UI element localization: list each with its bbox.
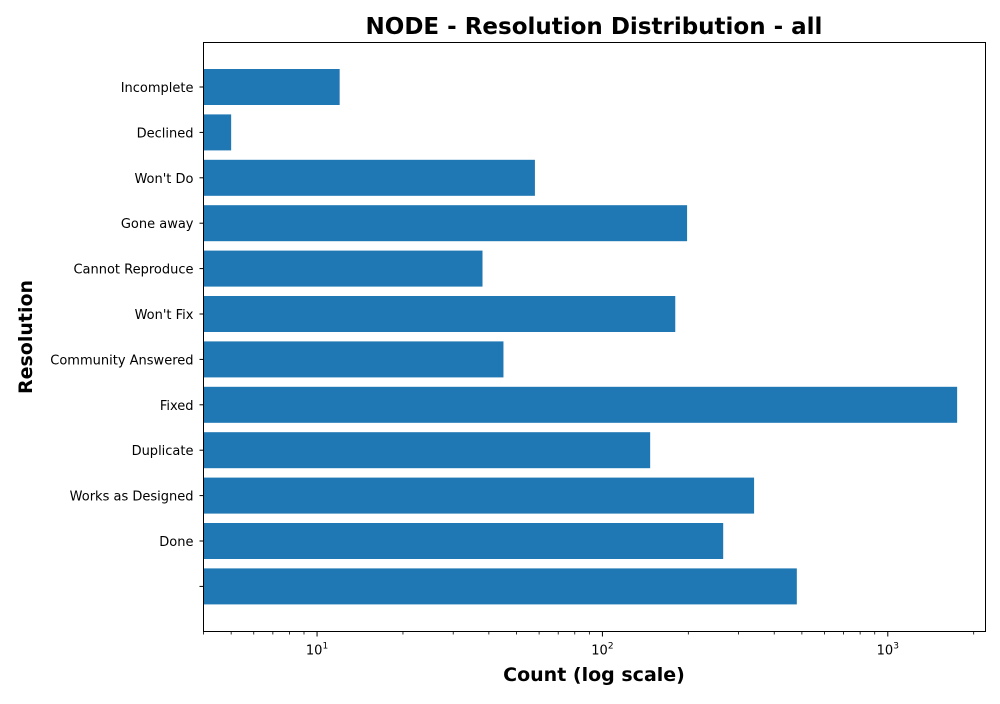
y-tick-label: Fixed [160,399,194,414]
bar [203,341,504,378]
bar [203,159,535,196]
y-ticks-group: Incomplete Declined Won't Do Gone away Canno… [50,81,204,587]
y-tick-label: Community Answered [50,353,193,368]
bar [203,568,797,605]
bar [203,69,340,105]
x-axis-title: Count (log scale) [503,664,685,686]
x-tick-label: 103 [877,642,899,659]
bar [203,205,688,242]
y-tick-label: Won't Do [134,172,193,187]
x-tick-label: 101 [306,642,328,659]
bars-group [203,69,958,605]
bar [203,386,958,423]
bar [203,523,724,559]
y-tick-label: Incomplete [121,81,194,96]
x-ticks-group: 101 102 103 [203,631,975,659]
bar [203,432,651,469]
y-tick-label: Duplicate [132,444,194,459]
y-tick-label: Declined [137,126,194,141]
bar [203,250,483,287]
x-tick-label: 102 [591,642,613,659]
y-tick-label: Won't Fix [135,308,194,323]
y-tick-label: Cannot Reproduce [73,263,193,278]
y-axis-title: Resolution [15,280,37,394]
y-tick-label: Gone away [121,217,194,232]
bar [203,296,676,332]
plot-frame [203,42,986,632]
bar [203,477,755,514]
bar [203,114,232,151]
chart-title: NODE - Resolution Distribution - all [366,14,823,40]
y-tick-label: Works as Designed [70,490,194,505]
y-tick-label: Done [159,535,193,550]
